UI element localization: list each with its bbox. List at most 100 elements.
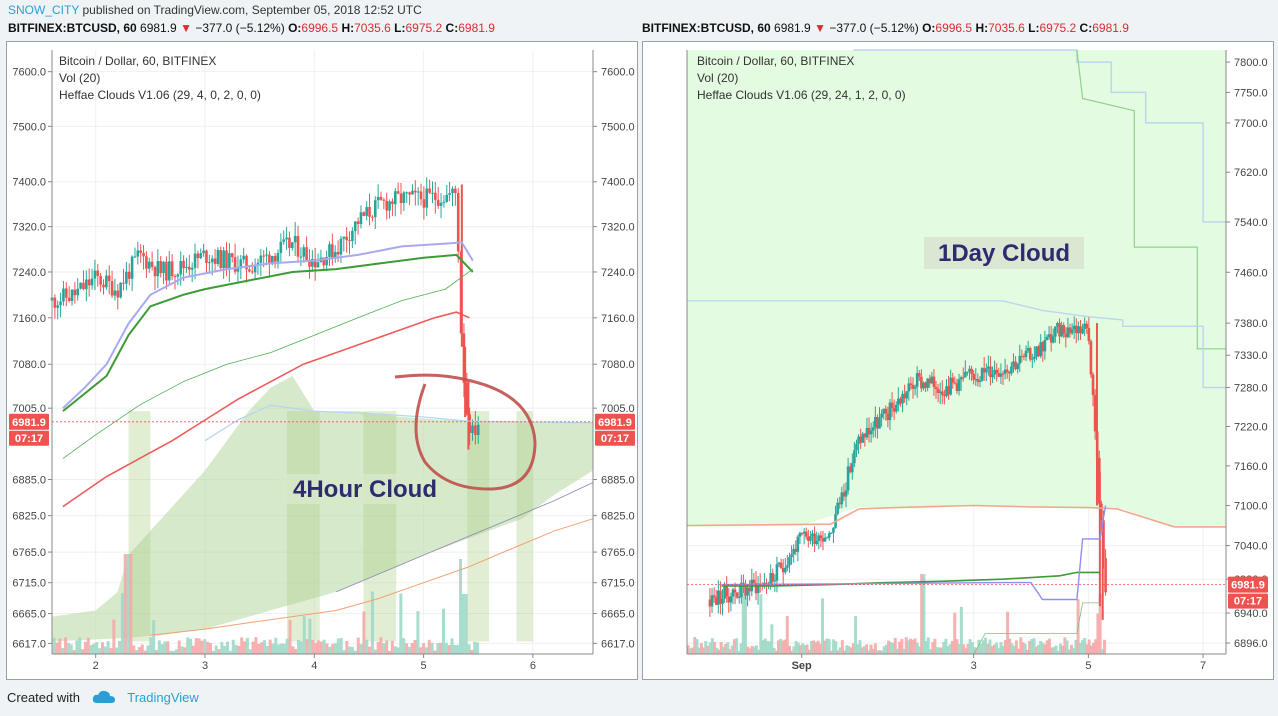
candle xyxy=(188,266,191,270)
down-arrow-icon: ▼ xyxy=(814,21,826,35)
volume-bar xyxy=(385,640,389,654)
volume-bar xyxy=(237,645,241,654)
volume-bar xyxy=(413,639,417,654)
candle xyxy=(202,250,205,254)
volume-bar xyxy=(58,638,62,654)
price-label-box xyxy=(595,413,635,430)
volume-bar xyxy=(977,639,981,654)
volume-bar xyxy=(1006,611,1010,654)
candle xyxy=(1024,350,1028,357)
volume-bar xyxy=(470,649,474,654)
volume-bar xyxy=(172,650,176,654)
volume-bar xyxy=(476,642,480,654)
candle xyxy=(832,527,835,533)
candle xyxy=(56,305,60,308)
volume-bar xyxy=(297,639,301,654)
volume-bar xyxy=(902,648,906,654)
volume-bar xyxy=(1050,647,1054,654)
candle xyxy=(953,382,957,384)
candle xyxy=(823,537,827,542)
candle xyxy=(468,414,471,434)
volume-bar xyxy=(752,646,756,654)
candle xyxy=(471,425,474,434)
candle xyxy=(454,188,457,194)
candle xyxy=(936,388,940,393)
candle xyxy=(714,597,718,605)
volume-bar xyxy=(376,642,380,654)
candle xyxy=(748,587,752,592)
volume-bar xyxy=(461,594,465,654)
volume-bar xyxy=(351,647,355,654)
candle xyxy=(1018,355,1022,364)
tradingview-link[interactable]: TradingView xyxy=(127,690,199,705)
y-tick-label-left: 7160.0 xyxy=(12,313,46,325)
chart-canvas-left[interactable]: 7600.0 7600.0 7500.0 7500.0 7400.0 7400.0 7320… xyxy=(7,42,637,679)
price-label-box xyxy=(1228,576,1268,593)
cloud-lower-line xyxy=(336,482,594,593)
volume-bar xyxy=(78,637,82,654)
volume-bar xyxy=(251,641,255,654)
volume-bar xyxy=(860,647,864,654)
y-tick-label-left: 6885.0 xyxy=(12,474,46,486)
candle xyxy=(239,259,243,269)
volume-bar xyxy=(373,649,377,654)
cloud-band xyxy=(467,411,490,642)
volume-bar xyxy=(180,646,184,654)
candle xyxy=(966,371,969,373)
volume-bar xyxy=(1017,648,1021,654)
candle xyxy=(917,373,921,377)
candle xyxy=(1074,325,1078,334)
volume-bar xyxy=(909,638,913,654)
candle xyxy=(162,261,165,274)
candle xyxy=(336,252,340,255)
open-label: O: xyxy=(288,21,302,35)
candle xyxy=(800,532,804,534)
candle xyxy=(938,391,942,393)
candle xyxy=(1012,361,1015,367)
publish-info: SNOW_CITY published on TradingView.com, … xyxy=(8,3,422,17)
candle xyxy=(794,548,798,552)
kijun-line xyxy=(721,571,1100,587)
volume-bar xyxy=(1098,594,1102,654)
cloud-upper-line xyxy=(204,404,594,442)
volume-bar xyxy=(166,641,170,654)
volume-bar xyxy=(926,637,930,654)
price-label-box xyxy=(9,413,49,430)
candle xyxy=(222,250,225,269)
chart-panel-1d[interactable]: 7800.0 7750.0 7700.0 7620.0 7540.0 7460.0 7380… xyxy=(642,41,1274,680)
candle xyxy=(288,237,291,248)
candle xyxy=(167,261,171,281)
volume-bar xyxy=(277,644,281,654)
candle xyxy=(1043,340,1047,352)
y-tick-label-right: 7220.0 xyxy=(1234,422,1268,434)
candle xyxy=(846,466,850,491)
volume-bar xyxy=(473,641,477,654)
candle xyxy=(353,221,357,231)
y-tick-label-left: 7080.0 xyxy=(12,359,46,371)
volume-bar xyxy=(311,639,315,654)
volume-bar xyxy=(862,646,866,654)
volume-bar xyxy=(271,643,275,654)
candle xyxy=(414,190,417,193)
low-value: 6975.2 xyxy=(405,21,443,35)
candle xyxy=(1010,366,1013,374)
volume-bar xyxy=(419,647,423,654)
volume-bar xyxy=(774,650,778,654)
chart-canvas-right[interactable]: 7800.0 7750.0 7700.0 7620.0 7540.0 7460.0 7380… xyxy=(643,42,1273,679)
candle xyxy=(989,366,992,378)
candle xyxy=(1026,348,1030,351)
volume-bar xyxy=(467,644,471,654)
volume-bar xyxy=(1092,642,1096,654)
chart-panel-4h[interactable]: 7600.0 7600.0 7500.0 7500.0 7400.0 7400.0 7320… xyxy=(6,41,638,680)
x-tick-label: 5 xyxy=(1085,660,1091,672)
candle xyxy=(1091,374,1095,396)
cloud-1d xyxy=(687,50,1226,527)
candle xyxy=(299,256,303,258)
candle xyxy=(901,393,904,404)
volume-bar xyxy=(893,637,897,654)
volume-bar xyxy=(1065,640,1069,654)
volume-bar xyxy=(1010,643,1014,654)
author-link[interactable]: SNOW_CITY xyxy=(8,3,80,17)
candle xyxy=(980,368,984,381)
candle xyxy=(970,368,973,375)
